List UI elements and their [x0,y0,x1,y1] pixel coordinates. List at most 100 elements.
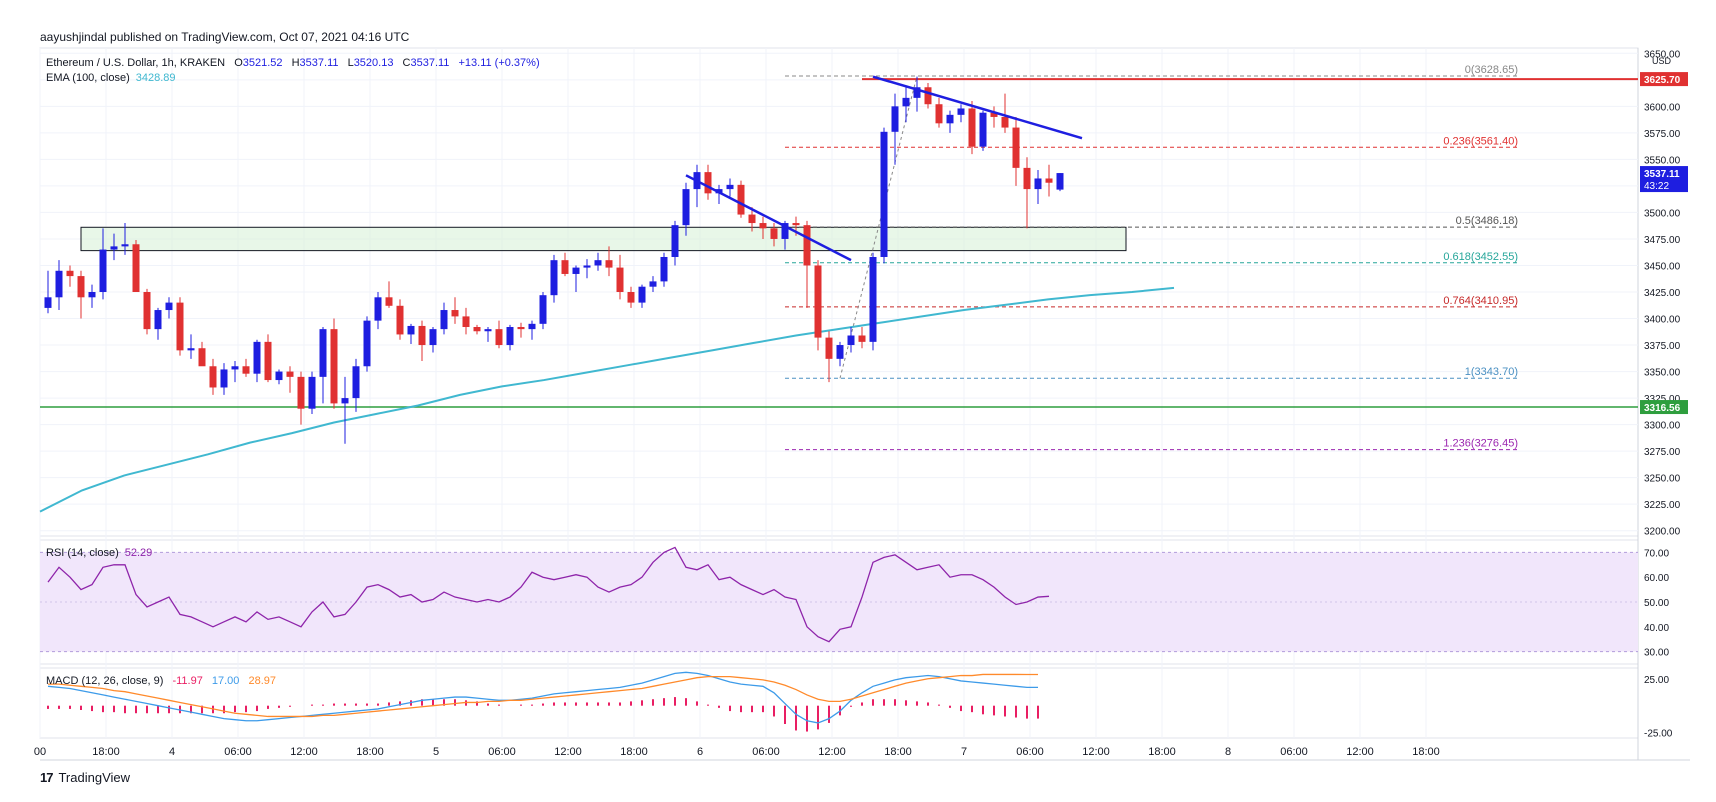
candle-body [594,260,602,266]
candle-body [154,310,162,330]
time-tick-label: 12:00 [1346,746,1374,758]
price-tick-label: 3275.00 [1644,447,1681,458]
candle-body [297,376,305,409]
candle-body [242,366,250,374]
time-tick-label: 12:00 [818,746,846,758]
candle-body [858,335,866,342]
candle-body [264,341,272,381]
candle-body [935,104,943,124]
fib-label: 0.5(3486.18) [1456,215,1518,227]
candle-body [891,106,899,132]
price-tick-label: 3550.00 [1644,155,1681,166]
time-axis: 00 18:00 4 06:00 12:00 18:00 5 06:00 12:00 18:00 6… [34,746,1440,758]
candle-body [330,329,338,404]
candle-body [572,267,580,274]
time-tick-label: 06:00 [488,746,516,758]
candle-body [770,228,778,239]
rsi-tick-label: 50.00 [1644,598,1669,609]
rsi-tick-label: 70.00 [1644,548,1669,559]
candle-body [781,223,789,239]
candle-body [583,265,591,268]
candle-body [550,260,558,296]
candle-body [286,371,294,377]
rsi-legend: RSI (14, close) 52.29 [46,547,152,559]
macd-indicator: 25.00 -25.00 [47,671,1673,740]
resistance-zone [80,226,1127,252]
price-tick-label: 3375.00 [1644,341,1681,352]
candle-body [825,337,833,359]
candle-body [451,310,459,317]
candle-body [429,329,437,346]
time-tick-label: 00 [34,746,46,758]
price-tick-label: 3300.00 [1644,421,1681,432]
candle-body [913,87,921,98]
candle-body [88,292,96,298]
candle-body [682,189,690,226]
candle-body [561,260,569,274]
candle-body [220,369,228,388]
fib-label: 0.618(3452.55) [1443,251,1518,263]
rsi-tick-label: 40.00 [1644,623,1669,634]
price-tick-label: 3200.00 [1644,527,1681,538]
price-tick-label: 3475.00 [1644,235,1681,246]
candle-body [1012,127,1020,168]
candle-body [275,371,283,381]
time-tick-label: 18:00 [356,746,384,758]
candle-body [880,131,888,257]
candle-body [737,184,745,215]
candle-body [506,327,514,346]
fib-label: 0.764(3410.95) [1443,295,1518,307]
candle-body [1045,178,1053,183]
candle-body [198,348,206,367]
price-tag-label: 3537.11 [1644,169,1680,180]
grid-lines [39,48,1638,738]
candle-body [616,267,624,292]
price-tick-label: 3650.00 [1644,49,1681,60]
price-tick-label: 3350.00 [1644,368,1681,379]
candle-body [407,325,415,335]
candle-body [121,244,129,247]
rsi-tick-label: 60.00 [1644,573,1669,584]
time-tick-label: 18:00 [1412,746,1440,758]
candle-body [803,225,811,266]
macd-panel[interactable] [39,667,1639,739]
time-tick-label: 06:00 [1280,746,1308,758]
time-tick-label: 4 [169,746,175,758]
tradingview-logo[interactable]: 17 TradingView [40,770,130,785]
time-tick-label: 06:00 [224,746,252,758]
candle-body [77,276,85,298]
candle-body [110,246,118,250]
candle-body [968,108,976,147]
candle-body [902,97,910,107]
time-tick-label: 8 [1225,746,1231,758]
candle-body [869,256,877,342]
price-tick-label: 3325.00 [1644,394,1681,405]
candle-body [1023,167,1031,190]
horizontal-levels [40,78,1638,408]
macd-tick-label: -25.00 [1644,729,1673,740]
candle-body [352,366,360,399]
tradingview-logo-icon: 17 [40,770,54,785]
candle-body [979,112,987,147]
rsi-line [47,546,1050,643]
candle-body [253,341,261,374]
candle-body [638,286,646,303]
symbol-legend: Ethereum / U.S. Dollar, 1h, KRAKEN O3521… [46,57,540,69]
time-tick-label: 12:00 [1082,746,1110,758]
candle-body [726,184,734,190]
price-tick-label: 3425.00 [1644,288,1681,299]
macd-legend: MACD (12, 26, close, 9) -11.97 17.00 28.… [46,675,276,687]
price-tag-label: 3625.70 [1644,75,1681,86]
fib-label: 1(3343.70) [1465,366,1518,378]
price-tick-label: 3250.00 [1644,474,1681,485]
candle-body [440,310,448,330]
candle-body [990,112,998,117]
fib-label: 1.236(3276.45) [1443,438,1518,450]
candle-body [704,172,712,194]
zone-rect [80,226,1127,252]
candle-body [44,297,52,308]
candle-body [209,366,217,388]
rsi-tick-label: 30.00 [1644,648,1669,659]
candle-body [847,335,855,346]
